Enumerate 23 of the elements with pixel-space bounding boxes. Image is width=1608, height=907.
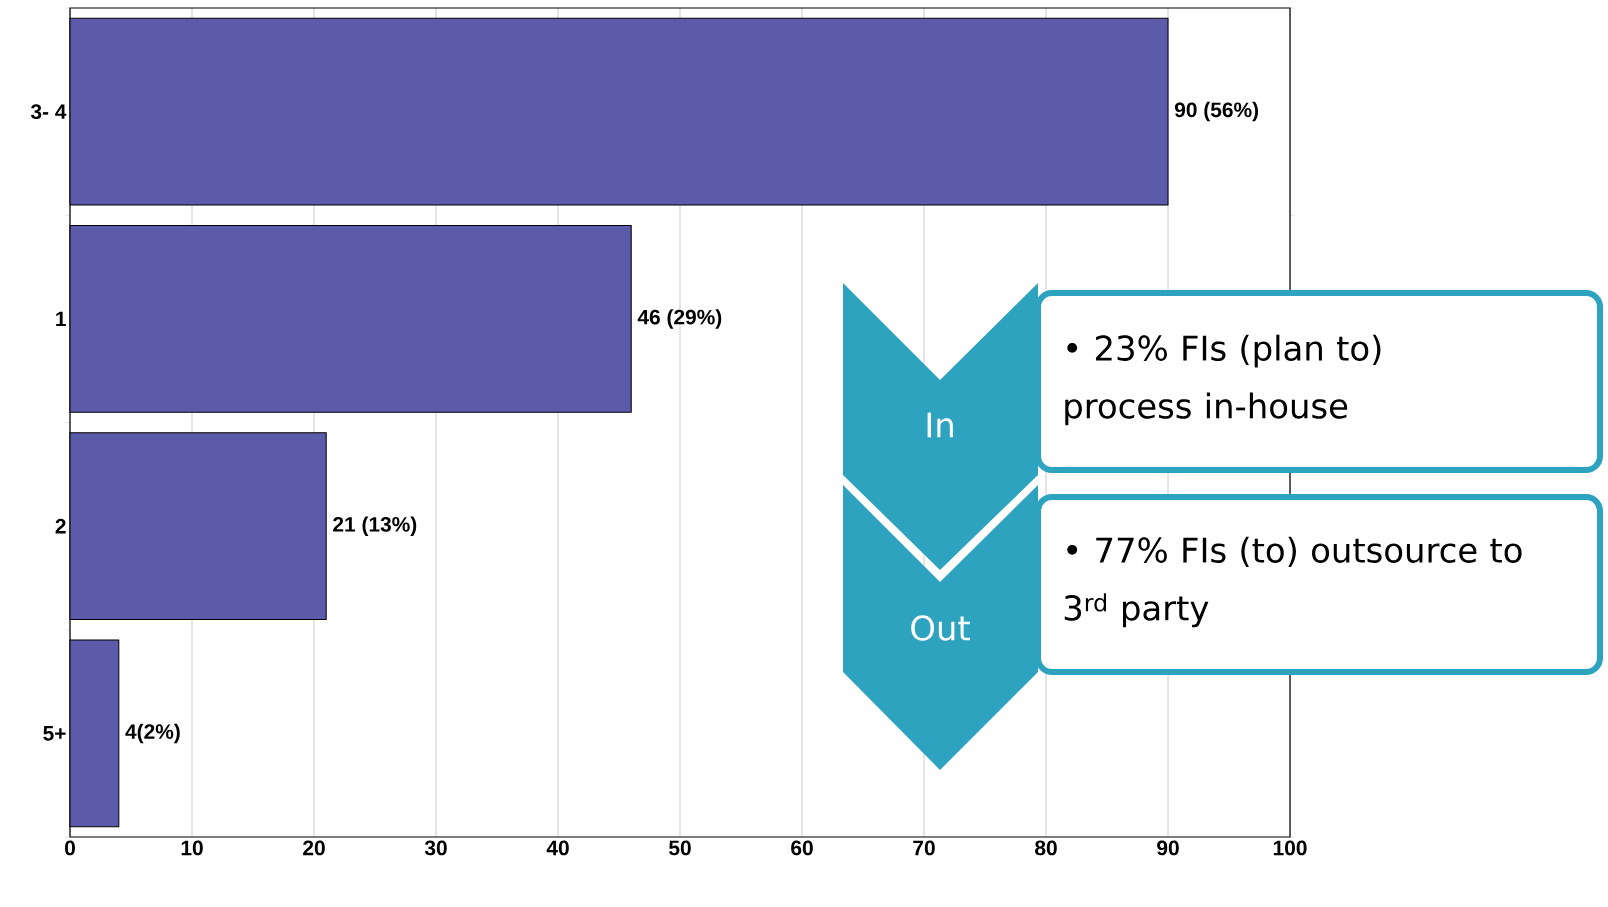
y-tick-label: 3- 4 <box>30 104 67 120</box>
data-label: 21 (13%) <box>333 516 417 536</box>
x-tick-label: 40 <box>546 840 569 856</box>
annotation: In <box>927 412 953 438</box>
x-tick-label: 10 <box>181 840 203 856</box>
x-tick-label: 70 <box>913 840 935 856</box>
data-label: 4(2%) <box>125 723 180 744</box>
x-tick-label: 20 <box>303 840 325 856</box>
x-tick-label: 90 <box>1157 840 1179 856</box>
y-tick-label: 1 <box>56 311 66 327</box>
y-tick-label: 2 <box>55 518 66 534</box>
annotation: • 23% FIs (plan to) process in-house <box>1065 334 1381 426</box>
y-tick-label: 5+ <box>43 726 66 741</box>
x-tick-label: 30 <box>424 840 447 856</box>
x-tick-label: 50 <box>669 840 691 856</box>
data-label: 46 (29%) <box>637 309 722 329</box>
x-tick-label: 100 <box>1273 840 1307 856</box>
x-tick-label: 0 <box>65 840 75 856</box>
data-label: 90 (56%) <box>1174 101 1259 122</box>
x-tick-label: 60 <box>791 840 813 856</box>
x-tick-label: 80 <box>1035 840 1057 856</box>
annotation: • 77% FIs (to) outsource to 3$^{rd}$ party <box>1064 536 1522 628</box>
annotation: Out <box>911 615 970 641</box>
